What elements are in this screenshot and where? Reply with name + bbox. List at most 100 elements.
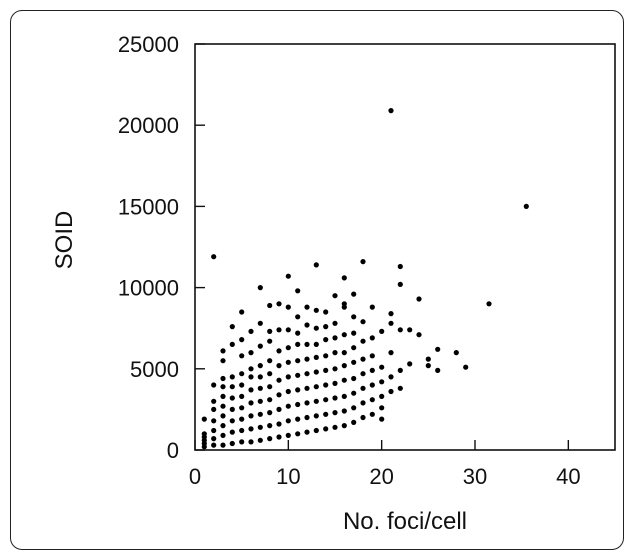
data-point bbox=[435, 346, 441, 352]
data-point bbox=[351, 291, 357, 297]
data-point bbox=[248, 413, 254, 419]
data-point bbox=[239, 309, 245, 315]
data-point bbox=[323, 324, 329, 330]
data-point bbox=[341, 363, 347, 369]
data-point bbox=[388, 320, 394, 326]
data-point bbox=[332, 395, 338, 401]
data-point bbox=[425, 363, 431, 369]
data-point bbox=[295, 341, 301, 347]
data-point bbox=[351, 375, 357, 382]
data-point bbox=[211, 398, 217, 404]
data-point bbox=[416, 296, 422, 302]
data-point bbox=[276, 377, 282, 383]
data-point bbox=[304, 322, 310, 328]
data-point bbox=[257, 363, 263, 369]
data-point bbox=[295, 431, 301, 437]
data-point bbox=[323, 382, 329, 388]
data-point bbox=[397, 385, 403, 391]
data-point bbox=[257, 398, 263, 404]
data-point bbox=[463, 364, 469, 370]
data-point bbox=[239, 371, 245, 377]
data-point bbox=[360, 414, 366, 421]
data-point bbox=[341, 408, 347, 414]
data-point bbox=[360, 338, 366, 344]
data-point bbox=[304, 341, 310, 347]
y-axis-label: SOID bbox=[51, 211, 78, 270]
data-point bbox=[323, 426, 329, 432]
data-point bbox=[313, 307, 319, 313]
ticks-layer: 0 10 20 30 40 0 5000 10000 15000 20000 25000 bbox=[118, 32, 581, 489]
data-point bbox=[323, 411, 329, 417]
data-point bbox=[201, 416, 207, 422]
data-point bbox=[313, 398, 319, 404]
data-point bbox=[248, 400, 254, 406]
data-point bbox=[239, 337, 245, 343]
data-point bbox=[239, 439, 245, 445]
data-point bbox=[229, 429, 235, 435]
data-point bbox=[323, 309, 329, 315]
data-point bbox=[341, 350, 347, 356]
data-point bbox=[351, 345, 357, 351]
data-point bbox=[388, 311, 394, 317]
data-point bbox=[285, 418, 291, 424]
data-point bbox=[267, 397, 273, 403]
data-point bbox=[257, 411, 263, 417]
data-point bbox=[351, 419, 357, 425]
data-point bbox=[229, 384, 235, 390]
data-point bbox=[486, 301, 492, 307]
data-point bbox=[211, 254, 217, 260]
data-point bbox=[332, 366, 338, 372]
data-point bbox=[313, 427, 319, 434]
data-point bbox=[388, 388, 394, 395]
data-point bbox=[304, 371, 310, 377]
data-point bbox=[341, 301, 347, 307]
data-point bbox=[379, 416, 385, 422]
data-point bbox=[369, 397, 375, 403]
data-point bbox=[276, 327, 282, 333]
data-point bbox=[397, 263, 403, 270]
y-tick-label: 10000 bbox=[118, 276, 179, 301]
data-point bbox=[276, 406, 282, 412]
data-point bbox=[313, 413, 319, 419]
data-point bbox=[332, 424, 338, 430]
points-layer bbox=[201, 108, 529, 450]
data-point bbox=[369, 335, 375, 341]
data-point bbox=[239, 382, 245, 388]
x-tick-label: 0 bbox=[189, 464, 201, 489]
data-point bbox=[295, 387, 301, 393]
data-point bbox=[397, 367, 403, 373]
data-point bbox=[276, 421, 282, 427]
data-point bbox=[341, 423, 347, 429]
data-point bbox=[407, 361, 413, 367]
data-point bbox=[332, 350, 338, 356]
data-point bbox=[313, 341, 319, 347]
data-point bbox=[211, 442, 217, 448]
data-point bbox=[360, 371, 366, 377]
data-point bbox=[267, 358, 273, 364]
data-point bbox=[220, 375, 226, 382]
data-point bbox=[276, 434, 282, 440]
data-point bbox=[295, 372, 301, 378]
x-axis-label: No. foci/cell bbox=[343, 508, 467, 535]
data-point bbox=[285, 327, 291, 333]
data-point bbox=[239, 405, 245, 411]
data-point bbox=[341, 275, 347, 281]
data-point bbox=[388, 350, 394, 356]
data-point bbox=[276, 301, 282, 307]
data-point bbox=[257, 374, 263, 380]
data-point bbox=[323, 367, 329, 373]
data-point bbox=[211, 382, 217, 388]
data-point bbox=[257, 320, 263, 326]
data-point bbox=[211, 418, 217, 424]
data-point bbox=[211, 427, 217, 434]
data-point bbox=[341, 332, 347, 338]
data-point bbox=[239, 427, 245, 434]
y-tick-label: 25000 bbox=[118, 32, 179, 57]
y-tick-label: 20000 bbox=[118, 113, 179, 138]
data-point bbox=[416, 332, 422, 338]
data-point bbox=[229, 406, 235, 412]
data-point bbox=[295, 416, 301, 422]
data-point bbox=[313, 354, 319, 360]
data-point bbox=[397, 327, 403, 333]
data-point bbox=[285, 359, 291, 365]
